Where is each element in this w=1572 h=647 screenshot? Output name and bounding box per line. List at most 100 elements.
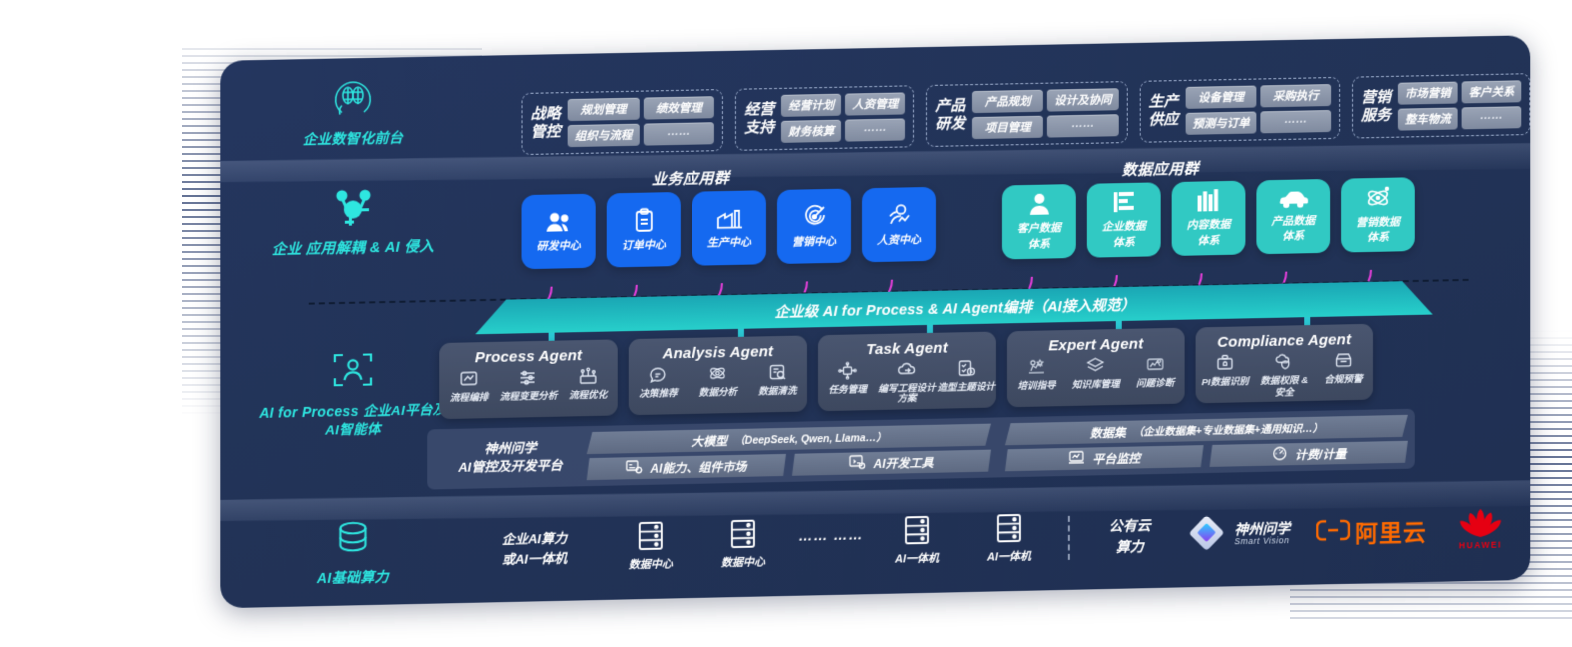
governance-group-marketing-service[interactable]: 营销 服务 市场营销 客户关系 整车物流 …… (1352, 73, 1531, 139)
layers-icon (1086, 356, 1105, 378)
governance-group-operations[interactable]: 经营 支持 经营计划 人资管理 财务核算 …… (735, 85, 915, 151)
alert-box-icon (1334, 351, 1353, 373)
agent-card-expert[interactable]: Expert Agent 培训指导 知识库管理 问题诊断 (1006, 327, 1185, 408)
app-card-production[interactable]: 生产中心 (691, 190, 766, 266)
agent-capability[interactable]: 合规预警 (1314, 351, 1373, 399)
ai-platform-strip: 神州问学 AI管控及开发平台 大模型 （DeepSeek, Qwen, Llam… (427, 408, 1415, 490)
agent-capability[interactable]: 流程编排 (439, 369, 499, 405)
gov-cell[interactable]: 规划管理 (567, 97, 640, 122)
vendor-name: 神州问学 (1234, 519, 1291, 537)
capability-label: 流程变更分析 (499, 390, 558, 403)
governance-group-strategy[interactable]: 战略 管控 规划管理 绩效管理 组织与流程 …… (521, 89, 724, 156)
app-card-rd[interactable]: 研发中心 (521, 193, 596, 270)
gov-cell[interactable]: 客户关系 (1461, 80, 1522, 104)
group-title: 营销 服务 (1361, 89, 1391, 125)
gov-cell[interactable]: 项目管理 (972, 115, 1044, 140)
infra-node-ai-appliance-1[interactable]: AI一体机 (882, 515, 952, 568)
vendor-name: HUAWEI (1458, 539, 1503, 551)
gov-cell[interactable]: 采购执行 (1260, 84, 1332, 108)
agent-card-process[interactable]: Process Agent 流程编排 流程变更分析 流程优化 (439, 339, 618, 420)
agent-capability[interactable]: 流程优化 (558, 366, 617, 402)
infra-node-datacenter-1[interactable]: 数据中心 (616, 520, 686, 573)
app-card-hr[interactable]: 人资中心 (861, 186, 936, 263)
agent-capability[interactable]: 知识库管理 (1066, 356, 1125, 392)
data-label-1: 内容数据 (1186, 218, 1231, 232)
agent-card-compliance[interactable]: Compliance Agent PI数据识别 数据权限 & 安全 合规预警 (1195, 323, 1373, 404)
agent-capability[interactable]: 数据清洗 (748, 362, 807, 398)
capability-label: 培训指导 (1017, 380, 1056, 392)
capability-label: 流程优化 (568, 389, 608, 402)
dataset-bar[interactable]: 数据集 （企业数据集+专业数据集+通用知识…） (1005, 415, 1408, 445)
architecture-board: 企业数智化前台 战略 管控 规划管理 绩效管理 组织与流程 …… 经营 支持 经营计… (220, 35, 1531, 609)
pi-lock-icon (1216, 354, 1235, 376)
data-card-marketing[interactable]: 营销数据 体系 (1341, 177, 1415, 253)
group-title: 生产 供应 (1148, 93, 1179, 129)
gov-cell[interactable]: 设计及协同 (1047, 88, 1119, 112)
platform-right-column: 数据集 （企业数据集+专业数据集+通用知识…） 平台监控 计费/计量 (1005, 415, 1408, 471)
gov-cell[interactable]: 预测与订单 (1185, 111, 1257, 135)
platform-tile-dev-tools[interactable]: AI开发工具 (792, 450, 991, 476)
gov-cell[interactable]: 经营计划 (781, 93, 842, 117)
data-label-1: 企业数据 (1101, 220, 1146, 234)
governance-group-production-supply[interactable]: 生产 供应 设备管理 采购执行 预测与订单 …… (1139, 76, 1341, 143)
gov-cell[interactable]: 设备管理 (1185, 85, 1257, 109)
agent-capability[interactable]: 数据权限 & 安全 (1255, 352, 1314, 400)
agent-capability[interactable]: 任务管理 (818, 361, 877, 407)
users-icon (545, 210, 572, 238)
atom-icon (708, 364, 727, 386)
governance-groups: 战略 管控 规划管理 绩效管理 组织与流程 …… 经营 支持 经营计划 人资管理 财… (521, 73, 1531, 156)
data-card-content[interactable]: 内容数据 体系 (1171, 180, 1246, 257)
gov-cell[interactable]: 人资管理 (845, 92, 906, 116)
aliyun-mark-icon (1316, 518, 1350, 546)
agent-capability[interactable]: 决策推荐 (629, 365, 688, 401)
gov-cell-more[interactable]: …… (1461, 106, 1522, 130)
gov-cell[interactable]: 市场营销 (1397, 81, 1458, 105)
data-card-enterprise[interactable]: 企业数据 体系 (1086, 182, 1161, 258)
agent-card-task[interactable]: Task Agent 任务管理 编写工程设计方案 造型主题设计 (817, 331, 996, 412)
agent-capability[interactable]: 培训指导 (1007, 357, 1066, 393)
gov-cell-more[interactable]: …… (643, 122, 715, 146)
gov-cell[interactable]: 产品规划 (972, 89, 1044, 114)
agent-capability[interactable]: 数据分析 (688, 364, 747, 400)
agent-capability[interactable]: 造型主题设计 (937, 359, 996, 405)
agent-capability[interactable]: PI数据识别 (1196, 353, 1255, 401)
governance-group-product-rd[interactable]: 产品 研发 产品规划 设计及协同 项目管理 …… (926, 81, 1128, 148)
vendor-logo-smart-vision[interactable]: 神州问学 Smart Vision (1186, 510, 1291, 559)
data-card-customer[interactable]: 客户数据 体系 (1001, 184, 1076, 260)
gov-cell-more[interactable]: …… (845, 118, 906, 142)
server-icon (729, 519, 757, 554)
gauge-icon (1271, 445, 1288, 463)
agent-capability[interactable]: 问题诊断 (1125, 355, 1184, 391)
dev-tools-icon (849, 454, 866, 472)
app-card-order[interactable]: 订单中心 (606, 191, 681, 268)
database-icon (254, 517, 451, 564)
monitor-icon (1068, 450, 1085, 468)
data-card-product[interactable]: 产品数据 体系 (1256, 178, 1331, 255)
infra-node-datacenter-2[interactable]: 数据中心 (708, 518, 778, 571)
infra-node-ellipsis: …… …… (798, 526, 864, 544)
gov-cell[interactable]: 财务核算 (781, 119, 842, 143)
platform-tile-monitoring[interactable]: 平台监控 (1005, 445, 1204, 471)
car-icon (1279, 189, 1308, 213)
data-clean-icon (768, 363, 787, 385)
hr-person-icon (886, 202, 912, 231)
platform-tile-component-market[interactable]: AI能力、组件市场 (587, 454, 786, 480)
infra-node-ai-appliance-2[interactable]: AI一体机 (974, 513, 1044, 566)
gov-cell[interactable]: 组织与流程 (567, 123, 640, 148)
agent-name: Process Agent (474, 347, 583, 367)
app-card-marketing[interactable]: 营销中心 (776, 188, 851, 265)
layer-label-line3: AI智能体 (325, 421, 381, 438)
data-app-group: 客户数据 体系 企业数据 体系 内容数据 体系 产品数据 体 (1001, 177, 1415, 260)
vendor-logo-huawei[interactable]: HUAWEI (1457, 508, 1505, 551)
large-model-bar[interactable]: 大模型 （DeepSeek, Qwen, Llama…） (587, 424, 991, 455)
agent-card-analysis[interactable]: Analysis Agent 决策推荐 数据分析 数据清洗 (628, 335, 807, 416)
vendor-logo-aliyun[interactable]: 阿里云 (1316, 513, 1427, 549)
gov-cell-more[interactable]: …… (1047, 114, 1119, 138)
platform-tile-billing[interactable]: 计费/计量 (1210, 441, 1408, 467)
gov-cell-more[interactable]: …… (1260, 110, 1332, 134)
agent-capability[interactable]: 流程变更分析 (499, 368, 558, 404)
gov-cell[interactable]: 绩效管理 (643, 96, 715, 120)
gov-cell[interactable]: 整车物流 (1397, 107, 1458, 131)
agent-capability[interactable]: 编写工程设计方案 (877, 360, 936, 406)
